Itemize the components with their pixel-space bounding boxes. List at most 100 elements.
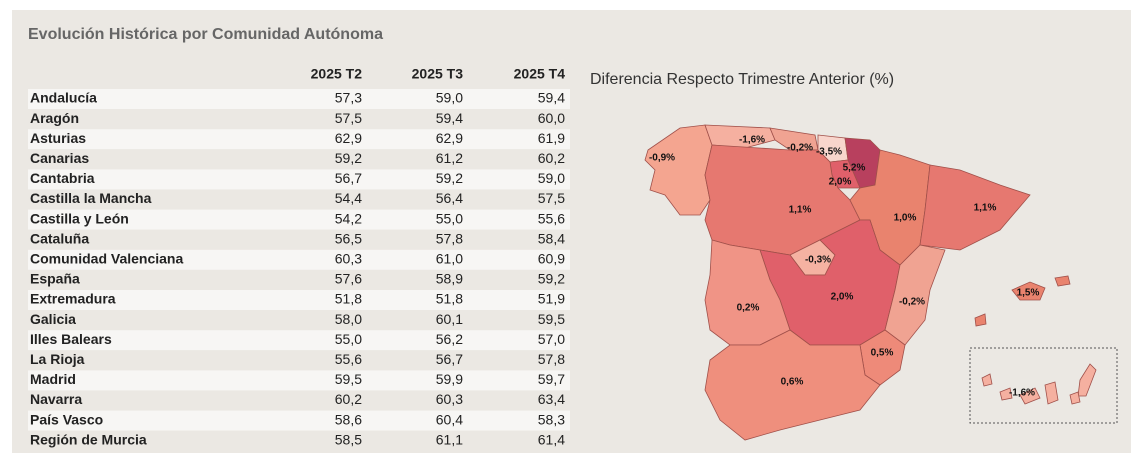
row-name: Comunidad Valenciana <box>30 251 183 267</box>
row-name: Región de Murcia <box>30 431 147 447</box>
region-label: 1,0% <box>894 213 917 224</box>
cell: 60,3 <box>335 251 362 267</box>
cell: 59,0 <box>538 170 565 186</box>
cell: 57,8 <box>538 351 565 367</box>
row-name: Canarias <box>30 150 89 166</box>
row-name: Castilla la Mancha <box>30 190 152 206</box>
region-label: -1,6% <box>1009 388 1035 399</box>
region <box>704 124 776 149</box>
row-stripe <box>28 310 570 331</box>
row-stripe <box>28 209 570 230</box>
region-label: -1,6% <box>739 135 765 146</box>
row-name: Madrid <box>30 371 76 387</box>
cell: 56,2 <box>436 331 463 347</box>
region-label: 2,0% <box>831 292 854 303</box>
row-stripe <box>28 350 570 371</box>
cell: 51,9 <box>538 291 565 307</box>
cell: 60,3 <box>436 391 463 407</box>
cell: 51,8 <box>436 291 463 307</box>
cell: 55,0 <box>335 331 362 347</box>
cell: 56,5 <box>335 230 362 246</box>
region <box>999 387 1013 401</box>
region-label: 1,5% <box>1017 288 1040 299</box>
cell: 57,5 <box>538 190 565 206</box>
cell: 61,4 <box>538 431 565 447</box>
row-name: Navarra <box>30 391 82 407</box>
cell: 55,6 <box>335 351 362 367</box>
cell: 60,2 <box>335 391 362 407</box>
row-stripe <box>28 229 570 250</box>
cell: 57,8 <box>436 230 463 246</box>
cell: 60,4 <box>436 411 463 427</box>
cell: 60,9 <box>538 251 565 267</box>
cell: 59,2 <box>538 271 565 287</box>
row-stripe <box>28 269 570 290</box>
cell: 57,6 <box>335 271 362 287</box>
cell: 51,8 <box>335 291 362 307</box>
cell: 58,6 <box>335 411 362 427</box>
region <box>1044 381 1059 405</box>
region-label: -3,5% <box>816 147 842 158</box>
cell: 59,5 <box>335 371 362 387</box>
map-title: Diferencia Respecto Trimestre Anterior (… <box>590 71 894 88</box>
row-stripe <box>28 330 570 351</box>
cell: 60,2 <box>538 150 565 166</box>
row-stripe <box>28 109 570 130</box>
canarias-inset <box>969 347 1118 424</box>
region <box>1011 281 1046 301</box>
row-name: Asturias <box>30 130 86 146</box>
row-name: Castilla y León <box>30 210 129 226</box>
cell: 60,1 <box>436 311 463 327</box>
cell: 58,9 <box>436 271 463 287</box>
region-label: 0,5% <box>871 348 894 359</box>
cell: 57,5 <box>335 110 362 126</box>
region <box>884 244 946 346</box>
row-name: Andalucía <box>30 90 97 106</box>
row-stripe <box>28 290 570 310</box>
row-name: Aragón <box>30 110 79 126</box>
row-stripe <box>28 129 570 150</box>
cell: 60,0 <box>538 110 565 126</box>
cell: 56,7 <box>335 170 362 186</box>
row-name: Extremadura <box>30 291 116 307</box>
row-stripe <box>28 169 570 190</box>
row-stripe <box>28 370 570 391</box>
row-name: Cataluña <box>30 230 89 246</box>
column-header: 2025 T4 <box>514 66 566 82</box>
region-label: -0,9% <box>649 153 675 164</box>
cell: 62,9 <box>436 130 463 146</box>
row-name: País Vasco <box>30 411 103 427</box>
cell: 58,5 <box>335 431 362 447</box>
cell: 59,2 <box>335 150 362 166</box>
row-name: España <box>30 271 80 287</box>
row-name: Cantabria <box>30 170 95 186</box>
region <box>1054 275 1071 287</box>
cell: 55,0 <box>436 210 463 226</box>
cell: 56,4 <box>436 190 463 206</box>
cell: 61,0 <box>436 251 463 267</box>
cell: 56,7 <box>436 351 463 367</box>
title: Evolución Histórica por Comunidad Autóno… <box>28 26 383 43</box>
row-name: La Rioja <box>30 351 85 367</box>
cell: 59,7 <box>538 371 565 387</box>
region <box>1077 363 1097 397</box>
row-stripe <box>28 89 570 109</box>
row-stripe <box>28 410 570 431</box>
row-stripe <box>28 149 570 170</box>
cell: 59,4 <box>436 110 463 126</box>
region <box>1069 391 1081 405</box>
row-name: Galicia <box>30 311 76 327</box>
row-name: Illes Balears <box>30 331 112 347</box>
cell: 58,4 <box>538 230 565 246</box>
region-label: 2,0% <box>829 177 852 188</box>
row-stripe <box>28 430 570 451</box>
cell: 59,2 <box>436 170 463 186</box>
cell: 62,9 <box>335 130 362 146</box>
cell: 61,9 <box>538 130 565 146</box>
region-label: -0,2% <box>899 297 925 308</box>
region <box>644 124 713 216</box>
region-label: 0,2% <box>737 303 760 314</box>
column-header: 2025 T3 <box>412 66 464 82</box>
